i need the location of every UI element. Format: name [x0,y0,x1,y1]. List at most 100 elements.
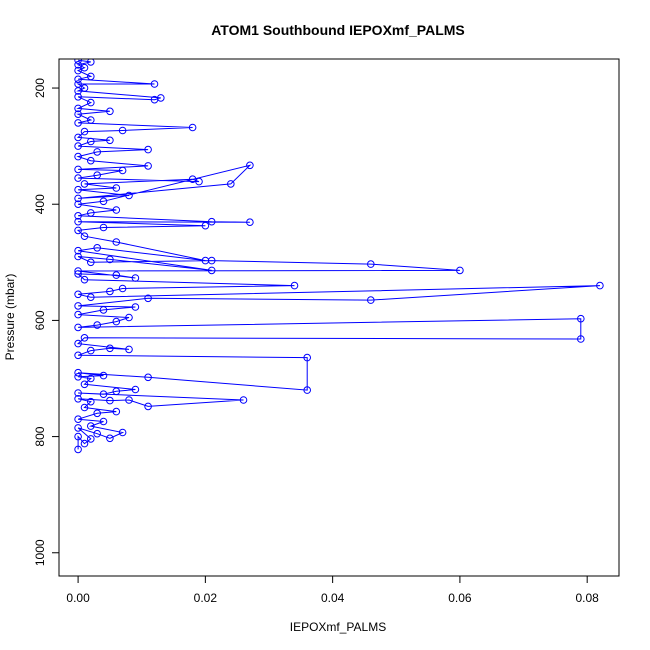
data-point [74,226,82,235]
data-point [74,415,82,424]
data-point [367,260,375,268]
data-point [99,371,108,380]
data-point [188,123,197,132]
data-point [87,422,95,430]
data-point [74,290,82,299]
data-point [144,373,152,382]
data-point [74,351,82,360]
data-point [112,387,121,396]
plot-frame [58,58,620,577]
data-point [144,145,152,154]
data-point [87,137,95,146]
data-point [87,293,95,302]
data-point [456,266,464,275]
plot-content [74,59,604,454]
y-tick-label: 200 [33,78,47,98]
data-point [99,306,108,314]
data-point [239,396,248,404]
data-point [303,353,312,362]
data-point [118,284,127,293]
chart-title: ATOM1 Southbound IEPOXmf_PALMS [211,22,465,38]
data-point [201,256,210,265]
data-point [246,161,254,170]
data-point [125,191,133,200]
data-point [118,166,127,175]
data-point [74,424,82,432]
data-point [144,162,152,170]
data-point [87,116,95,124]
data-point [106,255,114,264]
data-point [74,185,82,194]
data-point [87,374,95,383]
data-point [80,84,89,92]
data-point [93,244,101,252]
series-lines [76,59,600,450]
data-point [125,396,133,404]
data-point [112,271,121,279]
y-axis-label: Pressure (mbar) [3,274,17,361]
data-point [188,175,197,183]
data-point [74,110,82,118]
data-point [290,281,299,290]
data-point [596,281,604,290]
x-tick-label: 0.06 [448,591,472,605]
data-point [74,212,82,220]
data-point [74,80,82,88]
data-point [106,136,114,145]
data-point [87,156,95,165]
data-point [74,373,82,381]
data-point [87,258,95,267]
data-point [87,59,95,66]
data-point [74,323,82,332]
series-points [74,59,604,454]
data-point [144,402,152,411]
data-point [207,217,216,226]
data-point [93,321,101,329]
data-point [74,267,82,275]
data-point [131,274,140,282]
data-point [106,434,114,443]
data-point [93,429,101,438]
data-point [106,107,114,116]
data-point [74,302,82,310]
y-axis: 200 400 600 800 1000 [33,78,60,566]
data-point [74,395,82,403]
data-point [74,389,82,397]
data-point [80,127,89,136]
data-point [367,296,375,304]
data-point [577,335,585,343]
data-point [74,165,82,174]
data-point [131,385,140,394]
data-point [74,142,82,150]
data-point [93,148,101,156]
data-point [207,266,216,275]
data-point [87,209,95,217]
data-point [74,270,82,278]
data-point [80,180,89,188]
data-point [112,238,121,246]
data-point [74,61,82,69]
data-point [74,368,82,377]
data-point [112,317,121,326]
data-point [74,104,82,113]
data-point [99,390,108,399]
x-axis: 0.00 0.02 0.04 0.06 0.08 [66,575,599,605]
data-point [80,334,89,342]
data-point [201,221,210,230]
data-point [144,294,152,303]
data-point [74,339,82,348]
data-point [80,380,89,389]
data-point [125,313,133,322]
x-axis-label: IEPOXmf_PALMS [290,620,386,634]
data-point [74,75,82,84]
data-point [87,435,95,443]
data-point [99,417,108,426]
data-point [80,63,89,72]
data-point [80,275,89,284]
data-point [93,409,101,418]
data-point [74,133,82,142]
data-point [74,200,82,208]
data-point [74,66,82,75]
data-point [577,314,585,323]
